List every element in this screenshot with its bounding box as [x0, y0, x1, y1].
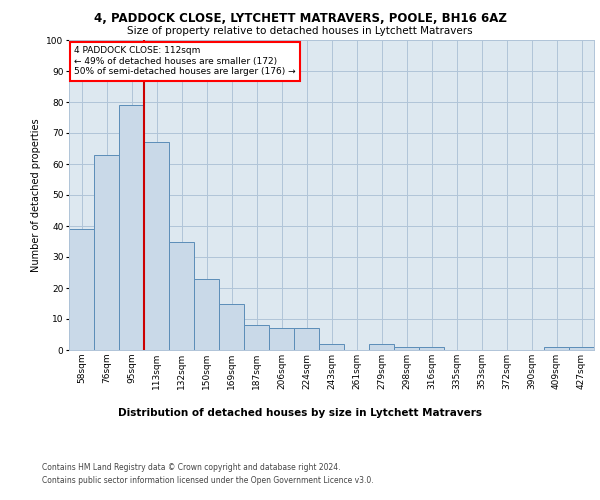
Bar: [119, 105, 144, 350]
Bar: [269, 328, 294, 350]
Bar: [294, 328, 319, 350]
Bar: [394, 347, 419, 350]
Y-axis label: Number of detached properties: Number of detached properties: [31, 118, 41, 272]
Text: Contains HM Land Registry data © Crown copyright and database right 2024.: Contains HM Land Registry data © Crown c…: [42, 462, 341, 471]
Bar: [544, 347, 569, 350]
Bar: [369, 344, 394, 350]
Bar: [94, 154, 119, 350]
Text: Distribution of detached houses by size in Lytchett Matravers: Distribution of detached houses by size …: [118, 408, 482, 418]
Bar: [169, 242, 194, 350]
Text: 4, PADDOCK CLOSE, LYTCHETT MATRAVERS, POOLE, BH16 6AZ: 4, PADDOCK CLOSE, LYTCHETT MATRAVERS, PO…: [94, 12, 506, 26]
Text: Size of property relative to detached houses in Lytchett Matravers: Size of property relative to detached ho…: [127, 26, 473, 36]
Text: 4 PADDOCK CLOSE: 112sqm
← 49% of detached houses are smaller (172)
50% of semi-d: 4 PADDOCK CLOSE: 112sqm ← 49% of detache…: [74, 46, 296, 76]
Bar: [219, 304, 244, 350]
Bar: [319, 344, 344, 350]
Bar: [569, 347, 594, 350]
Bar: [244, 325, 269, 350]
Bar: [194, 278, 219, 350]
Text: Contains public sector information licensed under the Open Government Licence v3: Contains public sector information licen…: [42, 476, 374, 485]
Bar: [419, 347, 444, 350]
Bar: [69, 229, 94, 350]
Bar: [144, 142, 169, 350]
